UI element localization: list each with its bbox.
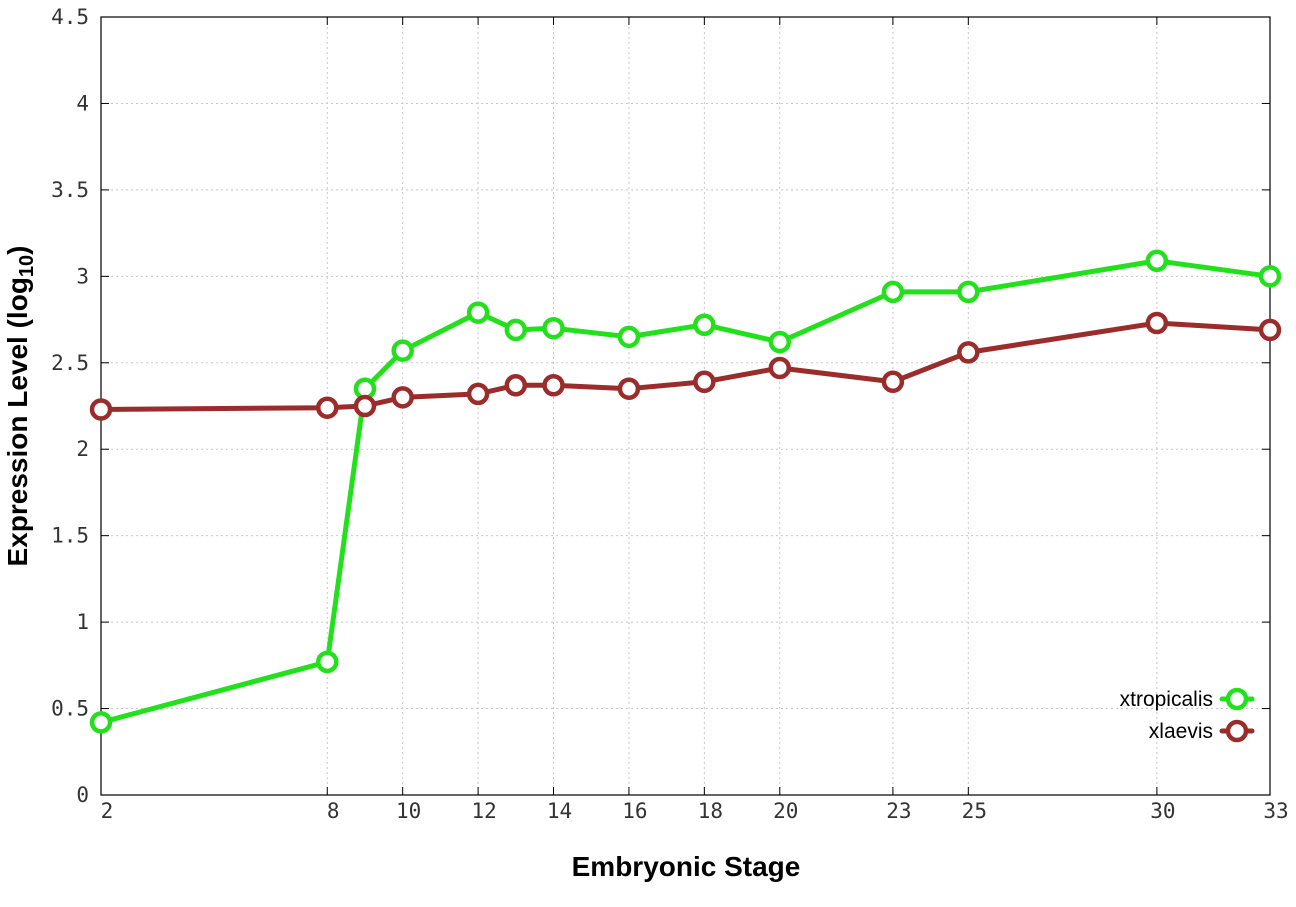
y-tick-label: 1 [76, 610, 89, 634]
data-point-xtropicalis [316, 650, 339, 674]
data-point-xlaevis [504, 374, 528, 397]
x-tick-label: 25 [962, 799, 987, 823]
data-point-xtropicalis [466, 301, 490, 324]
y-tick-label: 4.5 [51, 5, 89, 29]
legend-swatch-marker-xtropicalis [1225, 687, 1249, 711]
y-axis-title-subscript: 10 [16, 255, 38, 277]
data-point-xlaevis [881, 370, 905, 394]
y-tick-label: 0 [76, 783, 89, 807]
legend: xtropicalis xlaevis [1120, 687, 1255, 743]
data-point-xlaevis [466, 382, 490, 406]
series-xtropicalis [89, 249, 1282, 734]
x-tick-label: 16 [622, 799, 647, 823]
series-line-xtropicalis [98, 258, 1273, 725]
data-point-xlaevis [768, 356, 792, 380]
data-point-xtropicalis [542, 316, 565, 340]
x-tick-label: 30 [1150, 799, 1175, 823]
data-point-xtropicalis [693, 313, 716, 336]
series-xlaevis [89, 311, 1282, 421]
y-tick-label: 3.5 [51, 178, 89, 202]
data-series [89, 249, 1282, 734]
y-tick-label: 2.5 [51, 351, 89, 375]
x-tick-label: 8 [327, 799, 340, 823]
y-axis-title: Expression Level (log10) [2, 246, 38, 567]
x-tick-label: 14 [547, 799, 572, 823]
x-tick-label: 33 [1263, 799, 1288, 823]
x-tick-label: 20 [773, 799, 798, 823]
data-point-xlaevis [693, 370, 716, 394]
data-point-xtropicalis [1145, 249, 1169, 273]
data-point-xtropicalis [391, 339, 414, 362]
data-point-xlaevis [89, 398, 113, 421]
data-point-xtropicalis [768, 330, 792, 354]
data-point-xtropicalis [1258, 265, 1282, 288]
y-tick-label: 3 [76, 264, 89, 288]
data-point-xtropicalis [504, 318, 528, 342]
data-point-xlaevis [1145, 311, 1169, 335]
x-tick-label: 12 [471, 799, 496, 823]
data-point-xtropicalis [957, 280, 980, 304]
y-tick-label: 1.5 [51, 524, 89, 548]
data-point-xlaevis [316, 396, 339, 419]
x-tick-label: 10 [396, 799, 421, 823]
data-point-xtropicalis [617, 325, 641, 349]
data-point-xtropicalis [89, 711, 113, 734]
y-tick-label: 0.5 [51, 697, 89, 721]
x-axis-title: Embryonic Stage [572, 851, 801, 882]
data-point-xlaevis [1258, 318, 1282, 342]
y-axis-title-close: ) [2, 246, 33, 255]
legend-label-xtropicalis: xtropicalis [1120, 688, 1213, 711]
data-point-xlaevis [617, 377, 641, 400]
y-tick-label: 4 [76, 91, 89, 115]
data-point-xtropicalis [881, 280, 905, 304]
x-tick-label: 18 [698, 799, 723, 823]
legend-swatch-marker-xlaevis [1225, 719, 1249, 743]
x-tick-label: 2 [101, 799, 114, 823]
data-point-xlaevis [957, 341, 980, 364]
y-tick-label: 2 [76, 437, 89, 461]
legend-label-xlaevis: xlaevis [1149, 720, 1213, 743]
x-tick-label: 23 [886, 799, 911, 823]
data-point-xlaevis [391, 386, 414, 409]
data-point-xlaevis [542, 374, 565, 397]
data-point-xlaevis [353, 394, 377, 418]
series-line-xlaevis [98, 320, 1273, 412]
y-axis-title-main: Expression Level (log [2, 277, 33, 566]
axis-ticks: 0 0.5 1 1.5 2 2.5 3 3.5 4 4.5 2 8 10 12 14 16 18 20 23 25 30… [51, 5, 1289, 823]
